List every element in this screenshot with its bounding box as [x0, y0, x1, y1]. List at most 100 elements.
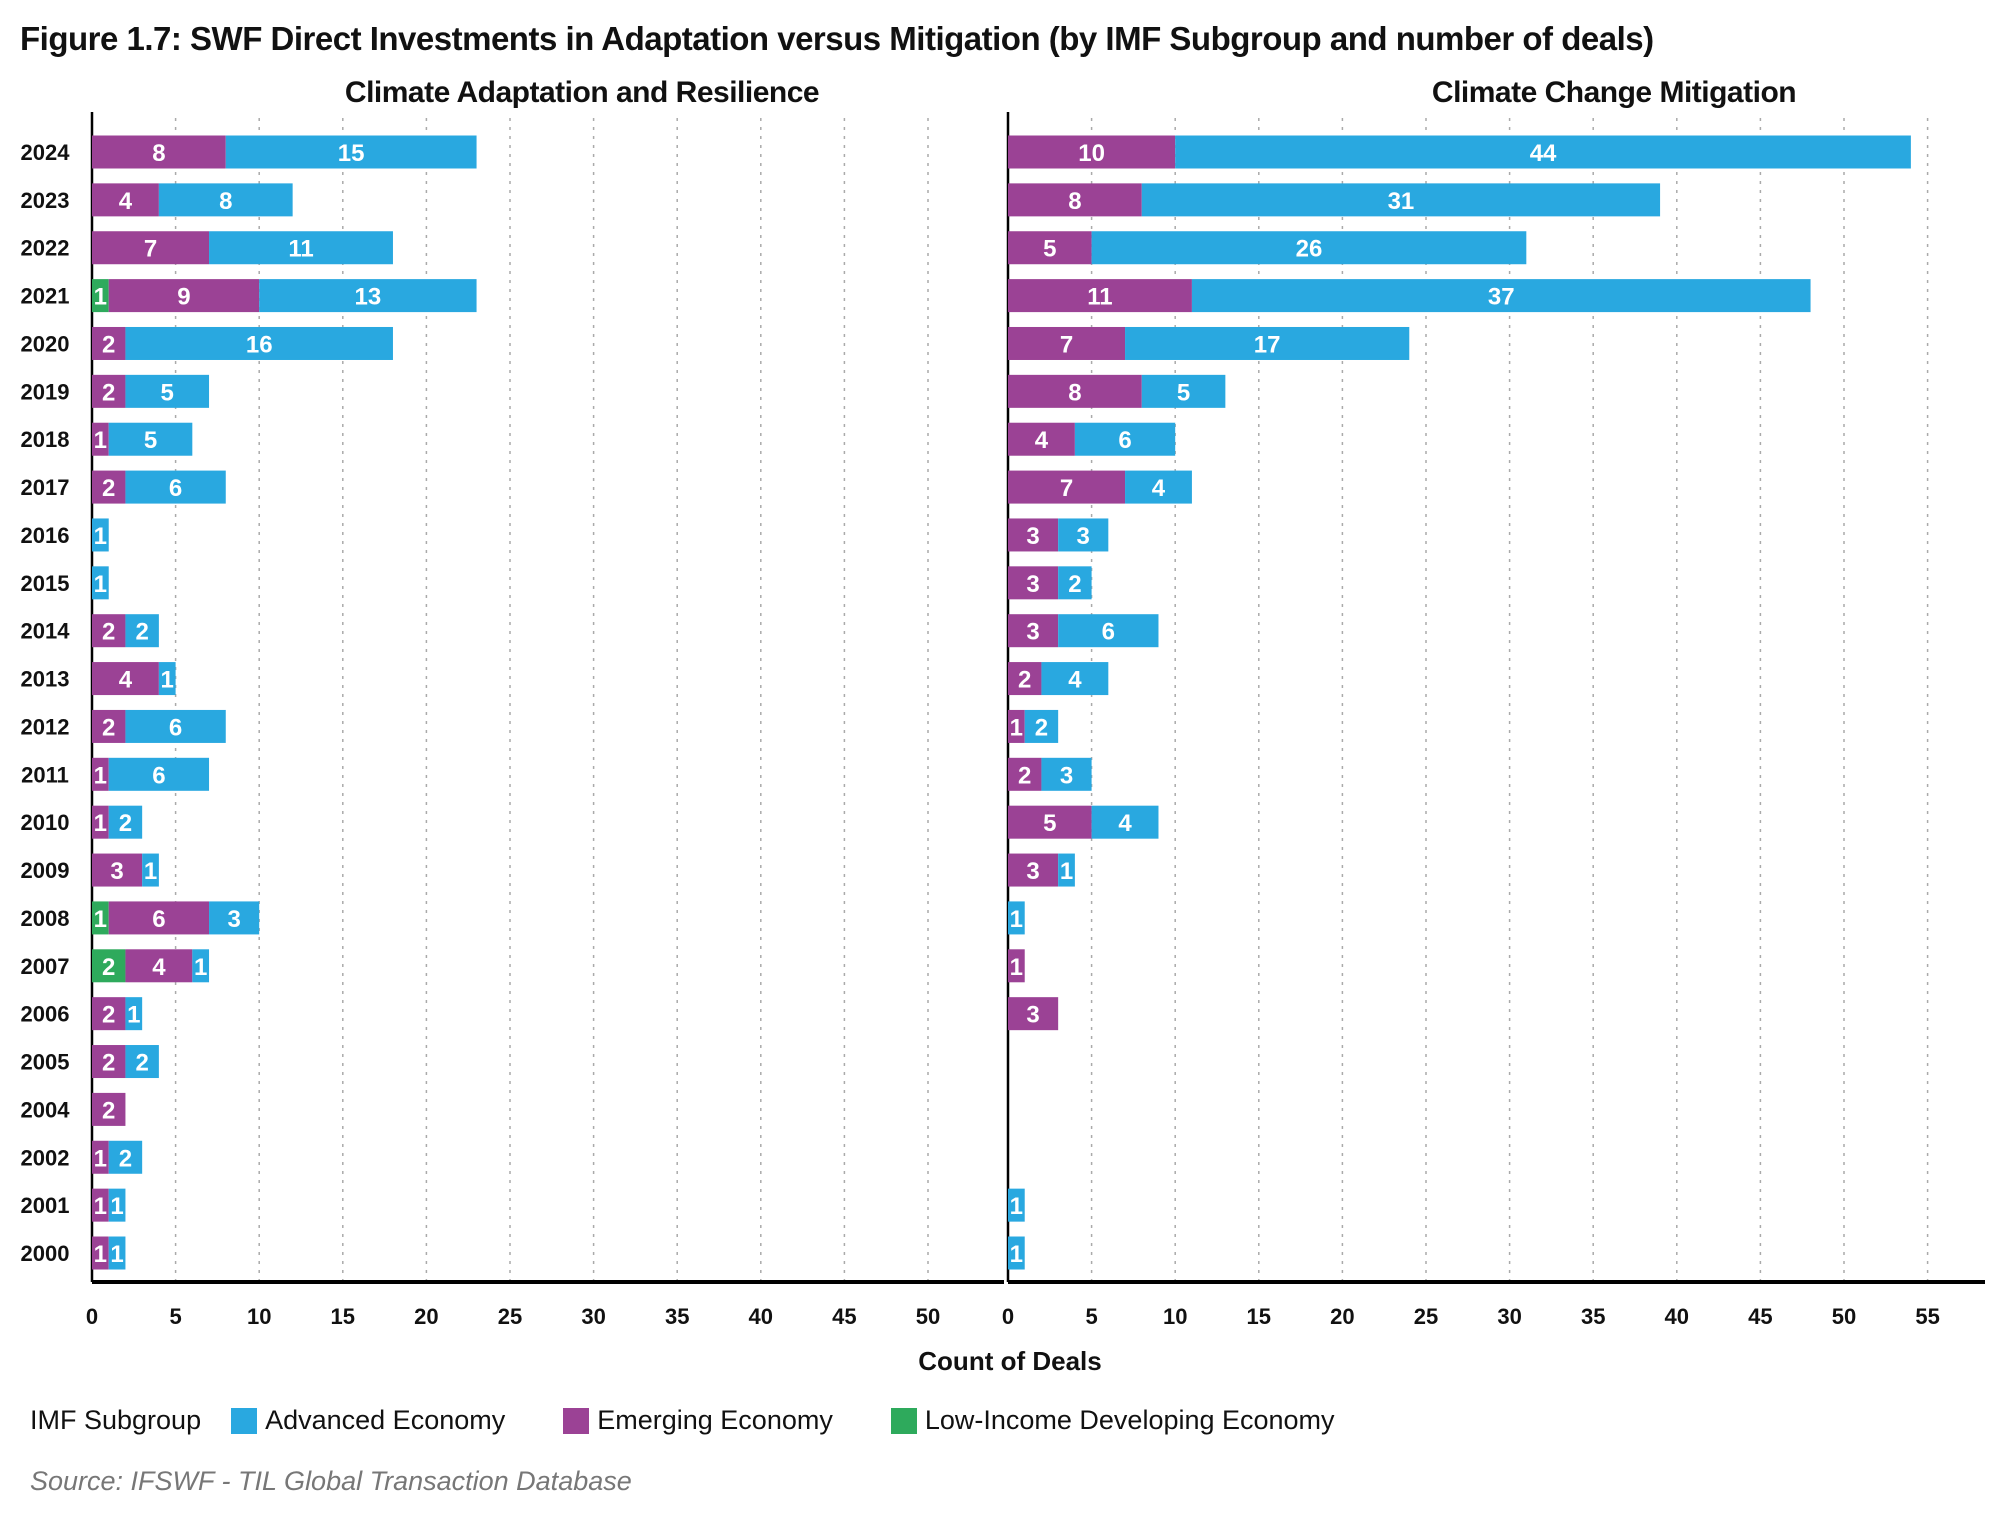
bar-segment-advanced [125, 374, 210, 408]
bar-data-label: 6 [1118, 427, 1131, 454]
bar-segment-advanced [1008, 1236, 1025, 1270]
bar-segment-advanced [125, 1045, 159, 1079]
figure-title: Figure 1.7: SWF Direct Investments in Ad… [20, 20, 1654, 57]
bar-data-label: 3 [1026, 523, 1039, 550]
bar-data-label: 3 [1077, 523, 1090, 550]
y-tick-label: 2023 [21, 188, 70, 213]
bar-segment-emerging [1008, 518, 1059, 552]
bar-segment-advanced [1058, 518, 1109, 552]
bar-segment-emerging [1008, 997, 1059, 1031]
bar-data-label: 1 [94, 523, 107, 550]
bar-data-label: 1 [1060, 858, 1073, 885]
bar-data-label: 1 [194, 954, 207, 981]
x-tick-label: 35 [665, 1304, 689, 1329]
bar-data-label: 2 [102, 475, 115, 502]
x-tick-label: 25 [498, 1304, 522, 1329]
bar-data-label: 6 [169, 475, 182, 502]
bar-segment-lowincome [92, 949, 126, 983]
x-tick-label: 45 [1748, 1304, 1772, 1329]
bar-data-label: 1 [110, 1193, 123, 1220]
bar-data-label: 2 [102, 619, 115, 646]
bar-segment-emerging [108, 901, 210, 935]
bar-data-label: 3 [1026, 1002, 1039, 1029]
bar-segment-emerging [92, 853, 143, 887]
y-tick-label: 2022 [21, 236, 70, 261]
bar-segment-advanced [1024, 709, 1059, 743]
bar-data-label: 8 [219, 188, 232, 215]
y-tick-label: 2008 [21, 906, 70, 931]
y-tick-label: 2001 [21, 1193, 70, 1218]
legend-swatch-lowincome [890, 1407, 917, 1434]
bar-data-label: 1 [1010, 1193, 1023, 1220]
bar-data-label: 10 [1078, 140, 1105, 167]
x-tick-label: 20 [1330, 1304, 1354, 1329]
bar-segment-emerging [1008, 853, 1059, 887]
legend-swatch-advanced [231, 1407, 258, 1434]
bar-data-label: 3 [1026, 571, 1039, 598]
x-tick-label: 40 [749, 1304, 773, 1329]
bar-data-label: 4 [119, 667, 133, 694]
bar-segment-emerging [108, 279, 260, 313]
bar-data-label: 1 [94, 1145, 107, 1172]
bar-data-label: 2 [102, 714, 115, 741]
bar-data-label: 1 [144, 858, 157, 885]
bar-data-label: 5 [1043, 810, 1056, 837]
bar-data-label: 1 [94, 1241, 107, 1268]
bar-data-label: 2 [1068, 571, 1081, 598]
legend-label-lowincome: Low-Income Developing Economy [924, 1405, 1335, 1435]
panel-title-mitigation: Climate Change Mitigation [1431, 76, 1797, 109]
bar-data-label: 1 [94, 1193, 107, 1220]
y-tick-label: 2014 [21, 619, 71, 644]
y-tick-label: 2019 [21, 379, 70, 404]
bar-segment-advanced [1125, 326, 1410, 360]
bar-data-label: 1 [1010, 714, 1023, 741]
bar-segment-advanced [1058, 614, 1159, 648]
bar-segment-emerging [1008, 662, 1042, 696]
bar-data-label: 1 [161, 667, 174, 694]
bar-segment-advanced [108, 1140, 143, 1174]
bar-segment-advanced [108, 757, 210, 791]
bar-segment-advanced [1091, 231, 1527, 265]
bar-segment-emerging [92, 374, 126, 408]
bar-segment-advanced [1058, 566, 1092, 600]
x-tick-label: 5 [1085, 1304, 1097, 1329]
bar-segment-advanced [1041, 757, 1092, 791]
bar-data-label: 7 [144, 236, 157, 263]
bar-data-label: 5 [144, 427, 157, 454]
x-tick-label: 0 [86, 1304, 98, 1329]
x-axis-label: Count of Deals [918, 1346, 1102, 1376]
bar-data-label: 1 [94, 427, 107, 454]
bar-data-label: 1 [1010, 1241, 1023, 1268]
x-tick-label: 0 [1002, 1304, 1014, 1329]
bar-data-label: 2 [135, 619, 148, 646]
bar-segment-advanced [125, 709, 226, 743]
bar-data-label: 8 [1068, 188, 1081, 215]
y-tick-label: 2004 [21, 1097, 71, 1122]
bar-data-label: 1 [94, 762, 107, 789]
bar-data-label: 7 [1060, 331, 1073, 358]
y-tick-label: 2010 [21, 810, 70, 835]
bar-segment-emerging [92, 470, 126, 504]
x-tick-label: 50 [916, 1304, 940, 1329]
bar-segment-advanced [1175, 135, 1911, 169]
bar-data-label: 5 [1177, 379, 1190, 406]
x-tick-label: 40 [1665, 1304, 1689, 1329]
y-tick-label: 2009 [21, 858, 70, 883]
y-tick-label: 2002 [21, 1145, 70, 1170]
bar-segment-advanced [142, 853, 159, 887]
bar-data-label: 7 [1060, 475, 1073, 502]
bar-data-label: 2 [1035, 714, 1048, 741]
bar-data-label: 4 [1118, 810, 1132, 837]
bar-segment-emerging [92, 422, 109, 456]
bar-segment-emerging [92, 326, 126, 360]
bar-segment-emerging [92, 757, 109, 791]
panel-title-adaptation: Climate Adaptation and Resilience [344, 76, 820, 109]
bar-segment-advanced [225, 135, 477, 169]
bar-segment-emerging [92, 183, 159, 217]
bar-data-label: 11 [288, 236, 313, 263]
bar-segment-emerging [1008, 183, 1142, 217]
bar-data-label: 15 [338, 140, 365, 167]
bar-segment-emerging [92, 709, 126, 743]
bar-segment-advanced [125, 614, 159, 648]
